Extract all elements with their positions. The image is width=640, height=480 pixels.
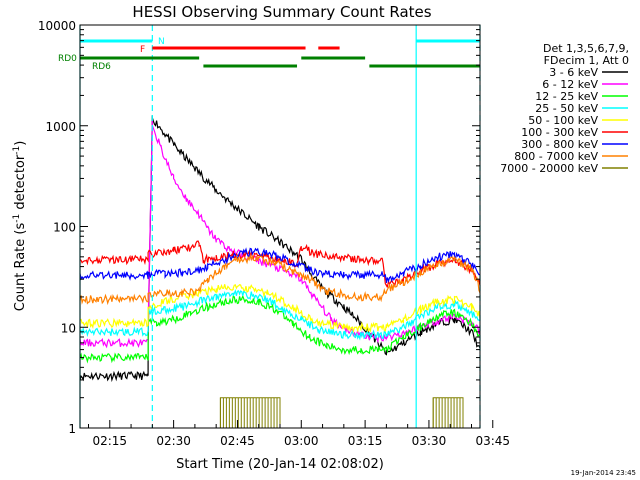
series-50-100-kev-line	[79, 283, 481, 334]
date-stamp: 19-Jan-2014 23:45	[571, 469, 636, 477]
y-label-exponent-1: -1	[12, 214, 22, 223]
x-tick-label-02-30: 02:30	[156, 434, 191, 448]
series-300-800-kev-line	[79, 247, 480, 284]
legend: Det 1,3,5,6,7,9, FDecim 1, Att 0 3 - 6 k…	[500, 42, 629, 175]
x-tick-label-03-45: 03:45	[475, 434, 510, 448]
state-label-n: N	[158, 37, 165, 47]
x-tick-label-02-15: 02:15	[92, 434, 127, 448]
legend-header-line-1: Det 1,3,5,6,7,9,	[543, 42, 629, 55]
y-label-exponent-2: -1	[12, 146, 22, 155]
y-tick-label-1: 1	[68, 422, 76, 436]
state-label-rd0: RD0	[58, 54, 77, 64]
x-tick-label-03-15: 03:15	[348, 434, 383, 448]
y-tick-label-10000: 10000	[38, 19, 76, 33]
y-tick-label-100: 100	[53, 221, 76, 235]
legend-label-3-6-kev: 3 - 6 keV	[549, 66, 598, 79]
legend-label-25-50-kev: 25 - 50 keV	[535, 102, 598, 115]
plot-marks: N F RD0 RD6	[58, 25, 481, 429]
y-tick-label-1000: 1000	[45, 120, 76, 134]
x-tick-label-03-30: 03:30	[412, 434, 447, 448]
x-tick-label-02-45: 02:45	[220, 434, 255, 448]
chart-title: HESSI Observing Summary Count Rates	[132, 3, 431, 21]
state-label-f: F	[140, 45, 145, 55]
legend-label-6-12-kev: 6 - 12 keV	[542, 78, 598, 91]
legend-label-50-100-kev: 50 - 100 keV	[528, 114, 598, 127]
y-label-part-3: )	[13, 141, 28, 146]
axis-ticks: 02:15 02:30 02:45 03:00 03:15 03:30 03:45 1 10 10…	[38, 19, 510, 448]
y-axis-label: Count Rate (s-1 detector-1)	[12, 141, 28, 312]
y-label-part-1: Count Rate (s	[13, 223, 28, 312]
y-label-part-2: detector	[13, 154, 28, 214]
y-tick-label-10: 10	[61, 321, 76, 335]
legend-label-12-25-kev: 12 - 25 keV	[535, 90, 598, 103]
x-axis-label: Start Time (20-Jan-14 02:08:02)	[176, 457, 384, 472]
legend-label-7000-20000-kev: 7000 - 20000 keV	[500, 162, 598, 175]
legend-label-100-300-kev: 100 - 300 keV	[521, 126, 598, 139]
series-800-7000-kev-line	[79, 253, 481, 306]
legend-label-300-800-kev: 300 - 800 keV	[521, 138, 598, 151]
legend-label-800-7000-kev: 800 - 7000 keV	[514, 150, 598, 163]
state-label-rd6: RD6	[92, 62, 111, 72]
x-tick-label-03-00: 03:00	[284, 434, 319, 448]
legend-header-line-2: FDecim 1, Att 0	[544, 54, 629, 67]
